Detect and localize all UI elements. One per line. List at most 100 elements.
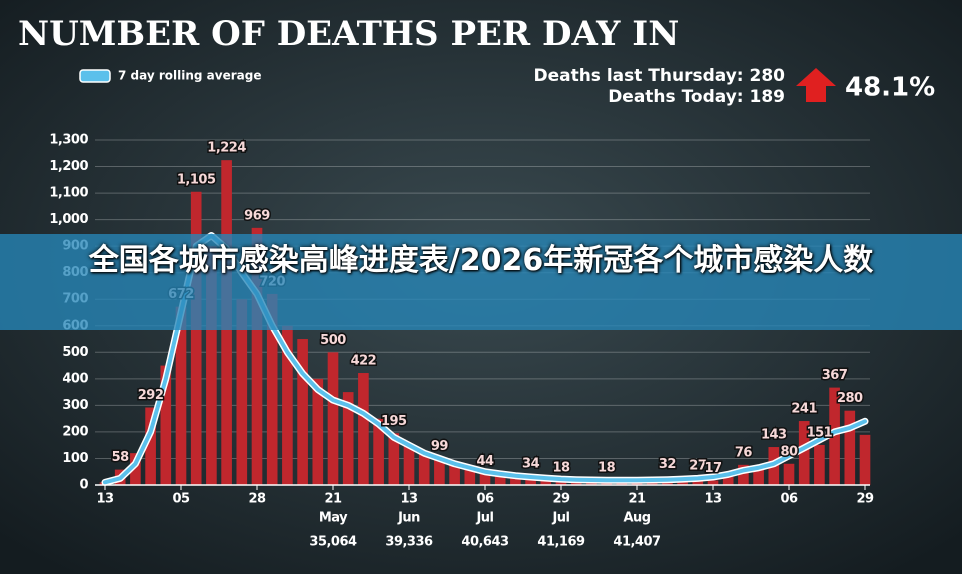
x-total-label: 41,169 — [537, 535, 585, 550]
bar — [327, 352, 339, 485]
bar — [494, 474, 506, 485]
stat-last: Deaths last Thursday: 280 — [533, 66, 785, 86]
bar — [160, 365, 172, 485]
y-tick-label: 1,300 — [49, 133, 88, 148]
bar — [859, 434, 871, 485]
bar — [312, 378, 324, 485]
data-label: 34 — [522, 456, 540, 471]
bar — [707, 480, 719, 485]
y-tick-label: 0 — [79, 478, 88, 493]
data-label: 17 — [704, 461, 722, 476]
bar — [145, 407, 156, 485]
data-label: 80 — [780, 444, 798, 459]
y-tick-label: 400 — [62, 371, 88, 386]
bar — [434, 458, 445, 485]
y-tick-label: 500 — [62, 345, 88, 360]
x-total-label: 39,336 — [385, 535, 433, 550]
chart-title: NUMBER OF DEATHS PER DAY IN — [18, 14, 679, 54]
x-tick-label: 21 — [324, 492, 342, 507]
up-arrow — [796, 68, 836, 102]
bar — [175, 306, 187, 485]
x-tick-label: 29 — [856, 492, 874, 507]
x-month-label: Jul — [475, 511, 493, 526]
bar — [388, 433, 400, 485]
bar — [358, 373, 369, 485]
bar — [190, 191, 202, 485]
bar — [403, 445, 415, 485]
bar — [783, 463, 795, 485]
x-tick-label: 05 — [172, 492, 190, 507]
data-label: 422 — [351, 354, 377, 369]
bar — [798, 421, 810, 485]
x-tick-label: 21 — [628, 492, 646, 507]
data-label: 18 — [598, 461, 616, 476]
x-tick-label: 28 — [248, 492, 266, 507]
bar — [510, 477, 521, 485]
x-month-label: Aug — [623, 511, 650, 526]
y-tick-label: 1,200 — [49, 159, 88, 174]
y-tick-label: 100 — [62, 451, 88, 466]
x-month-label: Jul — [551, 511, 569, 526]
x-total-label: 41,407 — [613, 535, 661, 550]
x-tick-label: 06 — [780, 492, 798, 507]
x-month-label: May — [319, 511, 348, 526]
x-month-label: Jun — [397, 511, 420, 526]
data-label: 151 — [807, 425, 833, 440]
bar — [677, 481, 688, 485]
bar — [738, 464, 749, 485]
stat-change: 48.1% — [845, 73, 935, 103]
bar — [373, 418, 384, 485]
bar — [753, 469, 764, 485]
bar — [130, 453, 141, 485]
y-tick-label: 1,100 — [49, 186, 88, 201]
y-tick-label: 300 — [62, 398, 88, 413]
data-label: 18 — [552, 461, 570, 476]
x-total-label: 40,643 — [461, 535, 509, 550]
x-tick-label: 06 — [476, 492, 494, 507]
bar — [540, 478, 552, 485]
data-label: 99 — [431, 439, 449, 454]
legend-swatch — [79, 69, 111, 83]
bar — [282, 325, 293, 485]
data-label: 27 — [689, 458, 707, 473]
data-label: 1,224 — [207, 141, 246, 156]
bar — [266, 293, 278, 485]
data-label: 195 — [381, 414, 407, 429]
data-label: 76 — [735, 445, 753, 460]
bar — [297, 339, 308, 485]
data-label: 32 — [659, 457, 676, 472]
bar — [206, 246, 217, 485]
y-tick-label: 200 — [62, 424, 88, 439]
x-tick-label: 13 — [400, 492, 418, 507]
x-total-label: 35,064 — [309, 535, 357, 550]
stat-today: Deaths Today: 189 — [608, 87, 785, 107]
bar — [814, 444, 825, 485]
y-tick-label: 1,000 — [49, 212, 88, 227]
data-label: 292 — [138, 388, 164, 403]
x-tick-label: 29 — [552, 492, 570, 507]
data-label: 143 — [761, 428, 787, 443]
x-tick-label: 13 — [704, 492, 722, 507]
bar — [722, 477, 734, 485]
data-label: 367 — [822, 368, 848, 383]
bar — [236, 299, 248, 485]
data-label: 58 — [112, 450, 130, 465]
bar — [342, 392, 354, 485]
bar — [844, 410, 856, 485]
banner: 全国各城市感染高峰进度表/2026年新冠各个城市感染人数 — [0, 234, 962, 330]
bar — [418, 453, 430, 485]
bar — [251, 227, 263, 486]
data-label: 500 — [320, 333, 346, 348]
bar — [479, 473, 491, 485]
legend-label: 7 day rolling average — [118, 69, 261, 83]
bar — [464, 469, 476, 485]
bar — [829, 387, 840, 485]
data-label: 44 — [476, 454, 494, 469]
data-label: 241 — [791, 402, 817, 417]
data-label: 1,105 — [177, 172, 216, 187]
data-label: 280 — [837, 391, 863, 406]
data-label: 969 — [244, 208, 270, 223]
bar — [449, 463, 460, 485]
x-tick-label: 13 — [96, 492, 114, 507]
